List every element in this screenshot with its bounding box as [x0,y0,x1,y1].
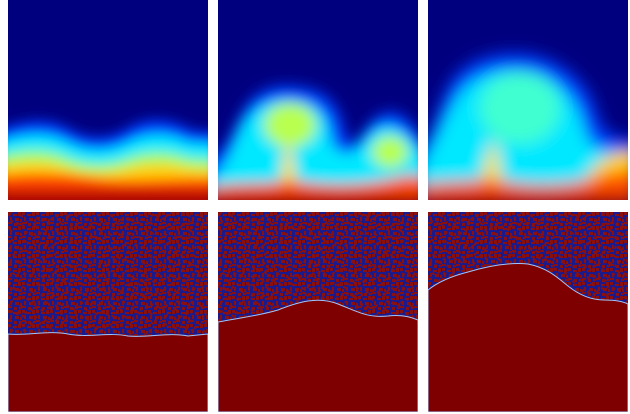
concentration-field-3 [428,0,628,200]
concentration-field-2 [218,0,418,200]
concentration-field-1 [8,0,208,200]
concentration-panel-3 [428,0,628,200]
phase-panel-1 [8,212,208,412]
phase-field-3 [428,212,628,412]
concentration-panel-2 [218,0,418,200]
concentration-panel-1 [8,0,208,200]
phase-field-2 [218,212,418,412]
phase-panel-3 [428,212,628,412]
phase-field-1 [8,212,208,412]
phase-panel-2 [218,212,418,412]
